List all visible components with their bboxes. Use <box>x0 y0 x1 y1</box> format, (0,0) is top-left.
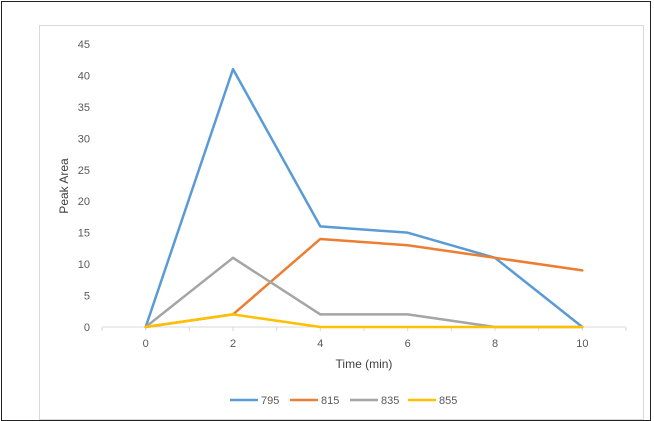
x-tick-label: 2 <box>230 338 236 350</box>
y-tick-label: 5 <box>84 291 90 303</box>
legend-label-855: 855 <box>439 395 457 407</box>
y-tick-label: 35 <box>78 102 90 114</box>
y-axis-title: Peak Area <box>57 158 71 214</box>
x-tick-label: 4 <box>317 338 323 350</box>
y-tick-label: 30 <box>78 133 90 145</box>
y-tick-label: 40 <box>78 70 90 82</box>
y-tick-label: 25 <box>78 165 90 177</box>
x-tick-label: 0 <box>143 338 149 350</box>
series-line-855 <box>144 313 584 329</box>
x-axis-title: Time (min) <box>336 357 393 371</box>
legend-label-835: 835 <box>381 395 399 407</box>
y-tick-label: 20 <box>78 196 90 208</box>
legend-label-795: 795 <box>261 395 279 407</box>
series-line-795 <box>144 67 584 329</box>
y-tick-label: 10 <box>78 259 90 271</box>
x-tick-label: 8 <box>492 338 498 350</box>
y-tick-label: 45 <box>78 39 90 51</box>
y-tick-label: 15 <box>78 228 90 240</box>
y-tick-label: 0 <box>84 322 90 334</box>
chart-area <box>39 25 644 420</box>
y-axis-ticks: 0 5 10 15 20 25 30 35 40 45 <box>78 39 90 334</box>
series-lines <box>144 67 584 329</box>
legend-label-815: 815 <box>321 395 339 407</box>
x-tick-label: 6 <box>405 338 411 350</box>
x-tick-label: 10 <box>576 338 588 350</box>
legend: 795 815 835 855 <box>230 395 457 407</box>
x-axis-ticks: 0 2 4 6 8 10 <box>101 327 627 350</box>
